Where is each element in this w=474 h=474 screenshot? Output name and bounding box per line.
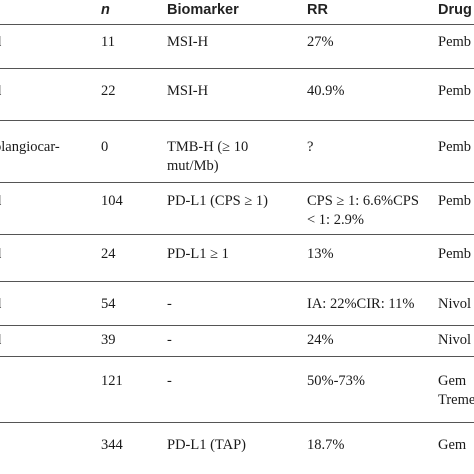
row-divider: [0, 182, 474, 183]
cell-rr: ?: [307, 139, 314, 155]
header-biomarker: Biomarker: [167, 2, 239, 18]
cell-rr: 50%-73%: [307, 373, 365, 389]
cell-drug: Nivol: [438, 296, 472, 312]
cell-drug: Pemb: [438, 193, 472, 209]
cell-rr-line2: < 1: 2.9%: [307, 212, 364, 228]
cell-biomarker-line2: mut/Mb): [167, 158, 219, 174]
cell-n: 22: [101, 83, 116, 99]
header-divider: [0, 24, 474, 25]
cell-study: d: [0, 245, 84, 264]
cell-study: olangiocar-: [0, 139, 60, 155]
cell-drug: Nivol: [438, 332, 472, 348]
cell-n: 39: [101, 332, 116, 348]
row-divider: [0, 68, 474, 69]
cell-n: 11: [101, 34, 115, 50]
table-header: n Biomarker RR Drug: [0, 0, 474, 24]
cell-drug: Pemb: [438, 246, 472, 262]
cell-n: 54: [101, 296, 116, 312]
cell-biomarker: PD-L1 (TAP): [167, 437, 246, 453]
cell-n: 104: [101, 193, 123, 209]
cell-study: d: [0, 331, 84, 350]
cell-drug: Pemb: [438, 34, 472, 50]
cell-biomarker: MSI-H: [167, 34, 209, 50]
row-divider: [0, 120, 474, 121]
cell-study: d: [0, 82, 84, 101]
cell-biomarker: -: [167, 332, 172, 348]
cell-rr: 40.9%: [307, 83, 345, 99]
row-divider: [0, 325, 474, 326]
cell-biomarker: -: [167, 296, 172, 312]
cell-rr: IA: 22%CIR: 11%: [307, 296, 415, 312]
cell-rr: 24%: [307, 332, 334, 348]
row-divider: [0, 422, 474, 423]
row-divider: [0, 356, 474, 357]
header-n: n: [101, 2, 110, 18]
cell-biomarker: MSI-H: [167, 83, 209, 99]
cell-rr: 18.7%: [307, 437, 345, 453]
cell-drug: Gem: [438, 373, 467, 389]
row-divider: [0, 234, 474, 235]
cell-rr: 13%: [307, 246, 334, 262]
cell-rr: CPS ≥ 1: 6.6%CPS: [307, 193, 419, 209]
header-drug: Drug: [438, 2, 472, 18]
cell-drug: Pemb: [438, 83, 472, 99]
cell-biomarker: -: [167, 373, 172, 389]
cell-biomarker: PD-L1 ≥ 1: [167, 246, 229, 262]
row-divider: [0, 281, 474, 282]
cell-drug: Pemb: [438, 139, 472, 155]
cell-drug-line2: Treme: [438, 392, 474, 408]
cell-biomarker: TMB-H (≥ 10: [167, 139, 249, 155]
header-rr: RR: [307, 2, 328, 18]
cell-rr: 27%: [307, 34, 334, 50]
cell-study: d: [0, 192, 84, 211]
cell-n: 24: [101, 246, 116, 262]
cell-n: 0: [101, 139, 109, 155]
cell-biomarker: PD-L1 (CPS ≥ 1): [167, 193, 269, 209]
cell-drug: Gem: [438, 437, 467, 453]
cell-study: d: [0, 33, 84, 52]
cell-n: 344: [101, 437, 123, 453]
cell-n: 121: [101, 373, 123, 389]
cell-study: d: [0, 295, 84, 314]
